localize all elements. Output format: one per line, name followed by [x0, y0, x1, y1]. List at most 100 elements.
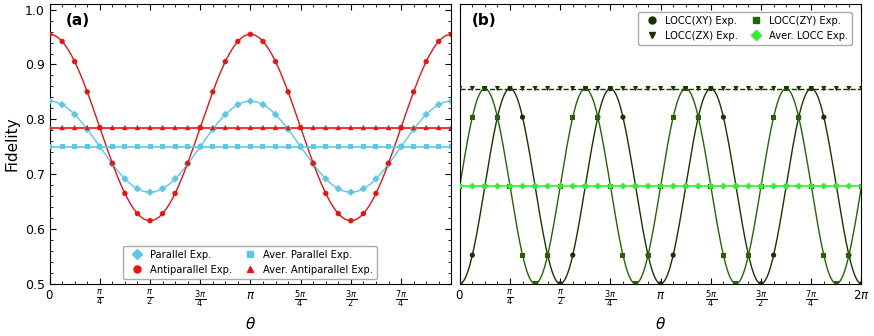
Point [516, 115, 530, 120]
Point [503, 183, 517, 189]
Point [55, 125, 69, 130]
Legend: Parallel Exp., Antiparallel Exp., Aver. Parallel Exp., Aver. Antiparallel Exp.: Parallel Exp., Antiparallel Exp., Aver. … [123, 246, 378, 279]
Point [691, 115, 705, 120]
Point [842, 183, 856, 189]
Point [319, 125, 333, 130]
Point [130, 144, 144, 150]
Point [516, 86, 530, 91]
Point [156, 125, 170, 130]
Point [106, 144, 120, 150]
Point [641, 252, 655, 258]
Point [565, 86, 579, 91]
Point [67, 144, 81, 150]
Point [369, 176, 383, 181]
Point [503, 86, 517, 91]
Point [666, 183, 680, 189]
Point [444, 144, 458, 150]
Point [382, 161, 396, 167]
Point [43, 144, 57, 150]
Point [93, 144, 107, 150]
Point [93, 125, 107, 130]
Point [156, 211, 170, 216]
Point [779, 86, 793, 91]
Point [268, 59, 282, 64]
Point [231, 144, 245, 150]
Point [817, 86, 831, 91]
Point [478, 86, 492, 91]
Point [118, 176, 132, 181]
Point [181, 125, 195, 130]
Point [679, 86, 693, 91]
Point [741, 252, 755, 258]
Point [406, 127, 420, 132]
Point [729, 86, 743, 91]
Point [67, 112, 81, 117]
Point [80, 89, 94, 94]
Point [641, 183, 655, 189]
Legend: LOCC(XY) Exp., LOCC(ZX) Exp., LOCC(ZY) Exp., Aver. LOCC Exp.: LOCC(XY) Exp., LOCC(ZX) Exp., LOCC(ZY) E… [638, 12, 852, 45]
Point [382, 144, 396, 150]
Text: (a): (a) [66, 12, 90, 28]
Point [704, 183, 718, 189]
Point [754, 183, 768, 189]
Point [553, 183, 567, 189]
Point [579, 86, 593, 91]
Point [641, 252, 655, 258]
Point [357, 144, 371, 150]
Point [382, 161, 396, 166]
Point [118, 191, 132, 196]
Point [766, 86, 780, 91]
Point [218, 59, 232, 64]
Point [420, 144, 434, 150]
X-axis label: $\theta$: $\theta$ [245, 316, 256, 332]
Point [343, 125, 357, 130]
Point [168, 191, 182, 196]
Point [231, 125, 245, 130]
Point [741, 86, 755, 91]
Point [817, 252, 831, 258]
Point [666, 252, 680, 258]
Point [717, 183, 731, 189]
Point [130, 186, 144, 192]
Point [80, 127, 94, 132]
Point [842, 252, 856, 258]
Point [306, 161, 320, 166]
Point [331, 211, 345, 216]
Point [193, 144, 207, 150]
Point [666, 86, 680, 91]
Point [268, 144, 282, 150]
Point [616, 86, 630, 91]
Point [319, 144, 333, 150]
Point [541, 252, 555, 258]
Point [168, 144, 182, 150]
Point [55, 144, 69, 150]
Point [118, 144, 132, 150]
Point [817, 115, 831, 120]
Point [603, 183, 617, 189]
Point [616, 115, 630, 120]
Point [516, 183, 530, 189]
Point [444, 98, 458, 104]
Point [829, 86, 843, 91]
Point [591, 86, 605, 91]
Point [704, 86, 718, 91]
Point [394, 125, 408, 130]
Point [465, 86, 479, 91]
Point [628, 281, 642, 286]
Point [754, 183, 768, 189]
Point [641, 86, 655, 91]
Point [218, 112, 232, 117]
Point [43, 98, 57, 104]
Point [306, 144, 320, 150]
Point [603, 86, 617, 91]
Point [106, 161, 120, 166]
Point [294, 144, 308, 150]
Point [420, 112, 434, 117]
Point [541, 86, 555, 91]
Point [565, 183, 579, 189]
Point [691, 183, 705, 189]
Point [394, 144, 408, 150]
Text: (b): (b) [472, 12, 496, 28]
Point [80, 125, 94, 130]
Point [453, 183, 467, 189]
